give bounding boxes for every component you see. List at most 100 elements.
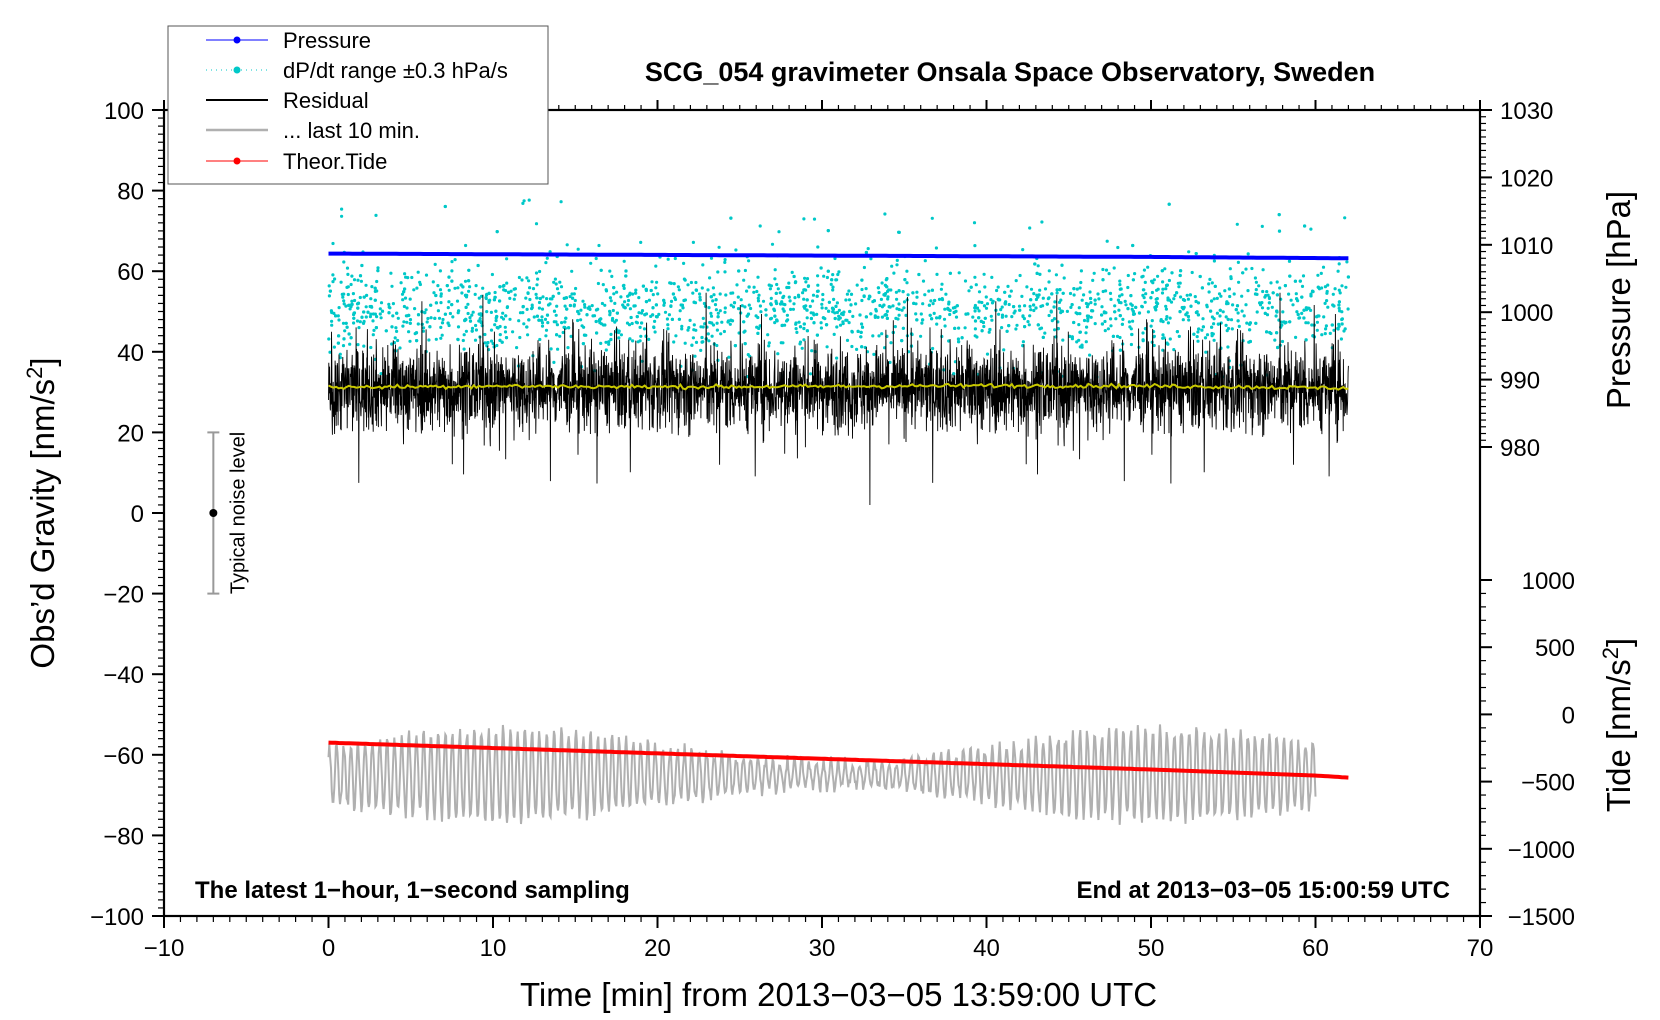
dpdt-point: [387, 311, 391, 315]
dpdt-point: [1266, 293, 1270, 297]
dpdt-point: [479, 312, 483, 316]
dpdt-point: [1144, 292, 1148, 296]
dpdt-point: [680, 324, 684, 328]
dpdt-point: [414, 331, 419, 335]
dpdt-point: [331, 273, 335, 277]
dpdt-point: [719, 332, 723, 336]
dpdt-point: [781, 295, 785, 300]
dpdt-point: [491, 342, 495, 346]
dpdt-point: [473, 292, 477, 296]
dpdt-point: [1007, 302, 1011, 307]
dpdt-point: [1141, 331, 1145, 335]
dpdt-point: [1196, 330, 1200, 334]
dpdt-point: [554, 313, 558, 317]
dpdt-point: [850, 344, 854, 349]
dpdt-point: [362, 310, 366, 314]
dpdt-point: [557, 291, 561, 295]
dpdt-point: [1156, 274, 1160, 278]
dpdt-point: [1210, 299, 1214, 303]
dpdt-point: [1061, 338, 1065, 342]
dpdt-point: [1179, 295, 1183, 299]
dpdt-point: [1326, 305, 1330, 309]
dpdt-point: [342, 302, 346, 306]
dpdt-point: [1036, 295, 1040, 299]
dpdt-point: [1100, 322, 1104, 326]
dpdt-point: [827, 300, 832, 304]
dpdt-point: [421, 329, 425, 333]
dpdt-point: [1050, 292, 1054, 296]
dpdt-point: [483, 341, 487, 345]
dpdt-point: [1177, 334, 1181, 338]
dpdt-point: [822, 274, 826, 278]
dpdt-point: [1240, 294, 1244, 298]
dpdt-point: [487, 291, 491, 295]
dpdt-point: [1165, 315, 1169, 319]
dpdt-point: [691, 240, 696, 244]
dpdt-point: [357, 326, 361, 330]
y-axis-label-end: ]: [24, 357, 61, 366]
dpdt-point: [360, 315, 364, 319]
dpdt-point: [1089, 296, 1093, 301]
dpdt-point: [1000, 326, 1004, 330]
dpdt-point: [1260, 224, 1264, 228]
dpdt-point: [544, 328, 549, 332]
dpdt-point: [723, 258, 727, 262]
dpdt-point: [672, 282, 676, 286]
dpdt-point: [405, 306, 409, 310]
dpdt-point: [1113, 310, 1117, 314]
dpdt-point: [508, 317, 512, 321]
dpdt-point: [825, 345, 829, 349]
dpdt-point: [535, 283, 539, 287]
dpdt-point: [608, 296, 613, 300]
dpdt-point: [415, 286, 419, 290]
dpdt-point: [854, 302, 858, 306]
dpdt-point: [564, 316, 568, 320]
dpdt-point: [767, 283, 771, 287]
dpdt-point: [371, 319, 375, 323]
dpdt-point: [836, 272, 840, 277]
dpdt-point: [551, 294, 555, 298]
dpdt-point: [622, 259, 626, 263]
dpdt-point: [1332, 304, 1336, 308]
dpdt-point: [874, 307, 878, 312]
dpdt-point: [981, 320, 986, 325]
dpdt-point: [538, 337, 542, 342]
dpdt-point: [1038, 272, 1042, 276]
dpdt-point: [866, 247, 870, 251]
dpdt-point: [548, 297, 553, 301]
dpdt-point: [1160, 269, 1164, 273]
y-tick-label: 100: [104, 98, 144, 125]
dpdt-point: [826, 269, 830, 273]
dpdt-point: [530, 307, 534, 311]
dpdt-point: [332, 345, 336, 349]
dpdt-point: [723, 270, 727, 274]
dpdt-point: [371, 333, 375, 337]
dpdt-point: [1072, 293, 1076, 297]
dpdt-point: [1196, 339, 1200, 343]
dpdt-point: [1053, 300, 1057, 304]
dpdt-point: [498, 285, 502, 289]
dpdt-point: [505, 281, 509, 285]
dpdt-point: [640, 309, 645, 313]
dpdt-point: [640, 311, 644, 315]
dpdt-point: [527, 318, 531, 322]
dpdt-point: [447, 288, 451, 292]
dpdt-point: [390, 325, 394, 329]
legend-residual-label: Residual: [283, 88, 369, 113]
last-10-min-layer: [327, 724, 1317, 825]
dpdt-point: [897, 302, 901, 306]
dpdt-point: [849, 292, 854, 296]
dpdt-point: [1212, 317, 1216, 321]
dpdt-point: [650, 280, 654, 284]
dpdt-point: [702, 301, 707, 306]
dpdt-point: [1127, 320, 1131, 324]
dpdt-point: [834, 304, 838, 308]
dpdt-point: [1244, 303, 1248, 307]
dpdt-point: [1235, 304, 1240, 308]
dpdt-point: [362, 295, 366, 299]
dpdt-point: [1026, 320, 1030, 324]
dpdt-point: [545, 256, 549, 260]
dpdt-point: [1126, 285, 1130, 290]
dpdt-point: [1205, 333, 1210, 337]
dpdt-point: [887, 305, 891, 309]
